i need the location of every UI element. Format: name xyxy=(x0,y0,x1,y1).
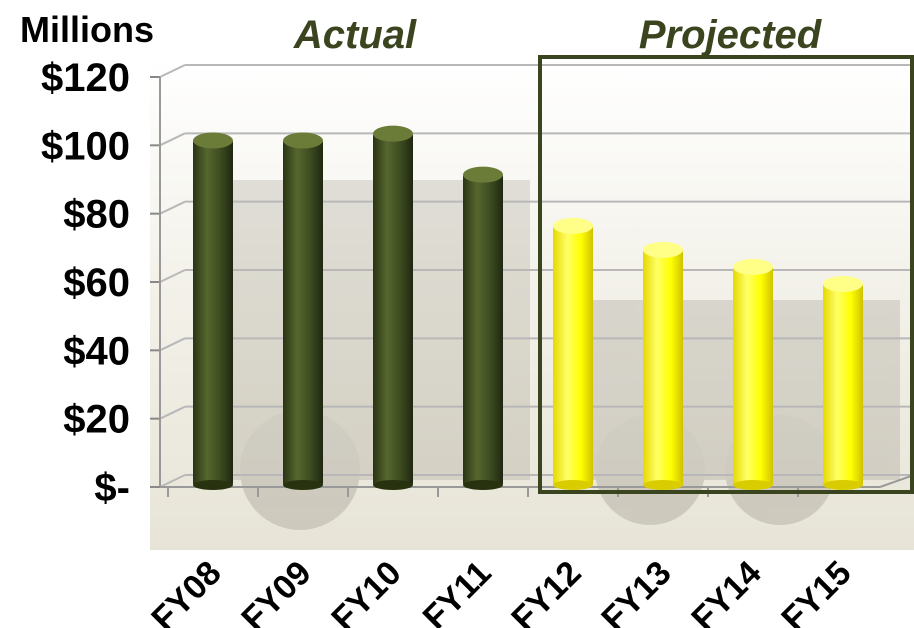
x-axis-depth-line xyxy=(879,474,914,488)
bar-cap-fy14 xyxy=(733,258,773,275)
bar-fy12 xyxy=(553,217,593,490)
x-tick-label-fy11: FY11 xyxy=(416,554,499,628)
y-tick-label: $120 xyxy=(41,56,130,100)
x-tick-label-fy15: FY15 xyxy=(774,554,858,628)
bar-cap-fy15 xyxy=(823,276,863,292)
bar-base-fy12 xyxy=(553,480,593,490)
y-tick-label: $60 xyxy=(63,261,130,305)
gridline-depth xyxy=(159,337,186,352)
bar-base-fy15 xyxy=(823,480,863,490)
bar-body-fy14 xyxy=(733,264,773,487)
group-label-actual: Actual xyxy=(293,13,417,57)
gridline-depth xyxy=(159,200,186,215)
x-tick-label-fy13: FY13 xyxy=(594,554,678,628)
x-tick-label-fy09: FY09 xyxy=(234,554,318,628)
bar-base-fy08 xyxy=(193,480,233,490)
bar-cap-fy08 xyxy=(193,132,233,149)
gridline-depth xyxy=(159,64,186,78)
bar-cap-fy11 xyxy=(463,166,503,183)
bar-body-fy08 xyxy=(193,138,233,487)
bar-cap-fy13 xyxy=(643,241,683,258)
bar-base-fy13 xyxy=(643,480,683,490)
y-axis-tick-labels: $- $20 $40 $60 $80 $100 $120 xyxy=(41,56,130,510)
bar-cap-fy12 xyxy=(553,217,593,234)
bar-fy15 xyxy=(823,276,863,490)
bar-fy10 xyxy=(373,125,413,490)
bars xyxy=(193,125,863,490)
x-tick-label-fy08: FY08 xyxy=(144,554,228,628)
gridline-depth xyxy=(159,474,186,488)
bar-fy11 xyxy=(463,166,503,490)
bar-body-fy13 xyxy=(643,247,683,487)
bar-base-fy11 xyxy=(463,480,503,490)
bar-cap-fy10 xyxy=(373,125,413,142)
bar-body-fy11 xyxy=(463,172,503,487)
x-tick-label-fy14: FY14 xyxy=(684,554,768,628)
gridline-depth xyxy=(159,132,186,147)
x-tick-label-fy10: FY10 xyxy=(324,554,408,628)
bar-fy14 xyxy=(733,258,773,490)
y-tick-label: $100 xyxy=(41,124,130,168)
x-tick-label-fy12: FY12 xyxy=(504,554,588,628)
x-axis-tick-labels: FY08 FY09 FY10 FY11 FY12 FY13 FY14 FY15 xyxy=(144,554,858,628)
bar-cap-fy09 xyxy=(283,132,323,149)
bar-body-fy09 xyxy=(283,138,323,487)
y-tick-label: $40 xyxy=(63,329,130,373)
bar-fy09 xyxy=(283,132,323,490)
projected-highlight-box xyxy=(538,55,914,494)
bar-base-fy10 xyxy=(373,480,413,490)
y-tick-label: $- xyxy=(94,466,130,510)
bar-fy13 xyxy=(643,241,683,490)
bar-body-fy10 xyxy=(373,131,413,487)
gridline-depth xyxy=(159,405,186,420)
unit-label: Millions xyxy=(20,9,154,50)
bar-fy08 xyxy=(193,132,233,490)
gridline-depth xyxy=(159,269,186,283)
plot-background xyxy=(150,60,914,550)
group-label-projected: Projected xyxy=(639,13,823,57)
bar-base-fy09 xyxy=(283,480,323,490)
bar-body-fy15 xyxy=(823,282,863,487)
y-tick-label: $80 xyxy=(63,193,130,237)
y-tick-label: $20 xyxy=(63,398,130,442)
bar-base-fy14 xyxy=(733,480,773,490)
bar-body-fy12 xyxy=(553,223,593,487)
